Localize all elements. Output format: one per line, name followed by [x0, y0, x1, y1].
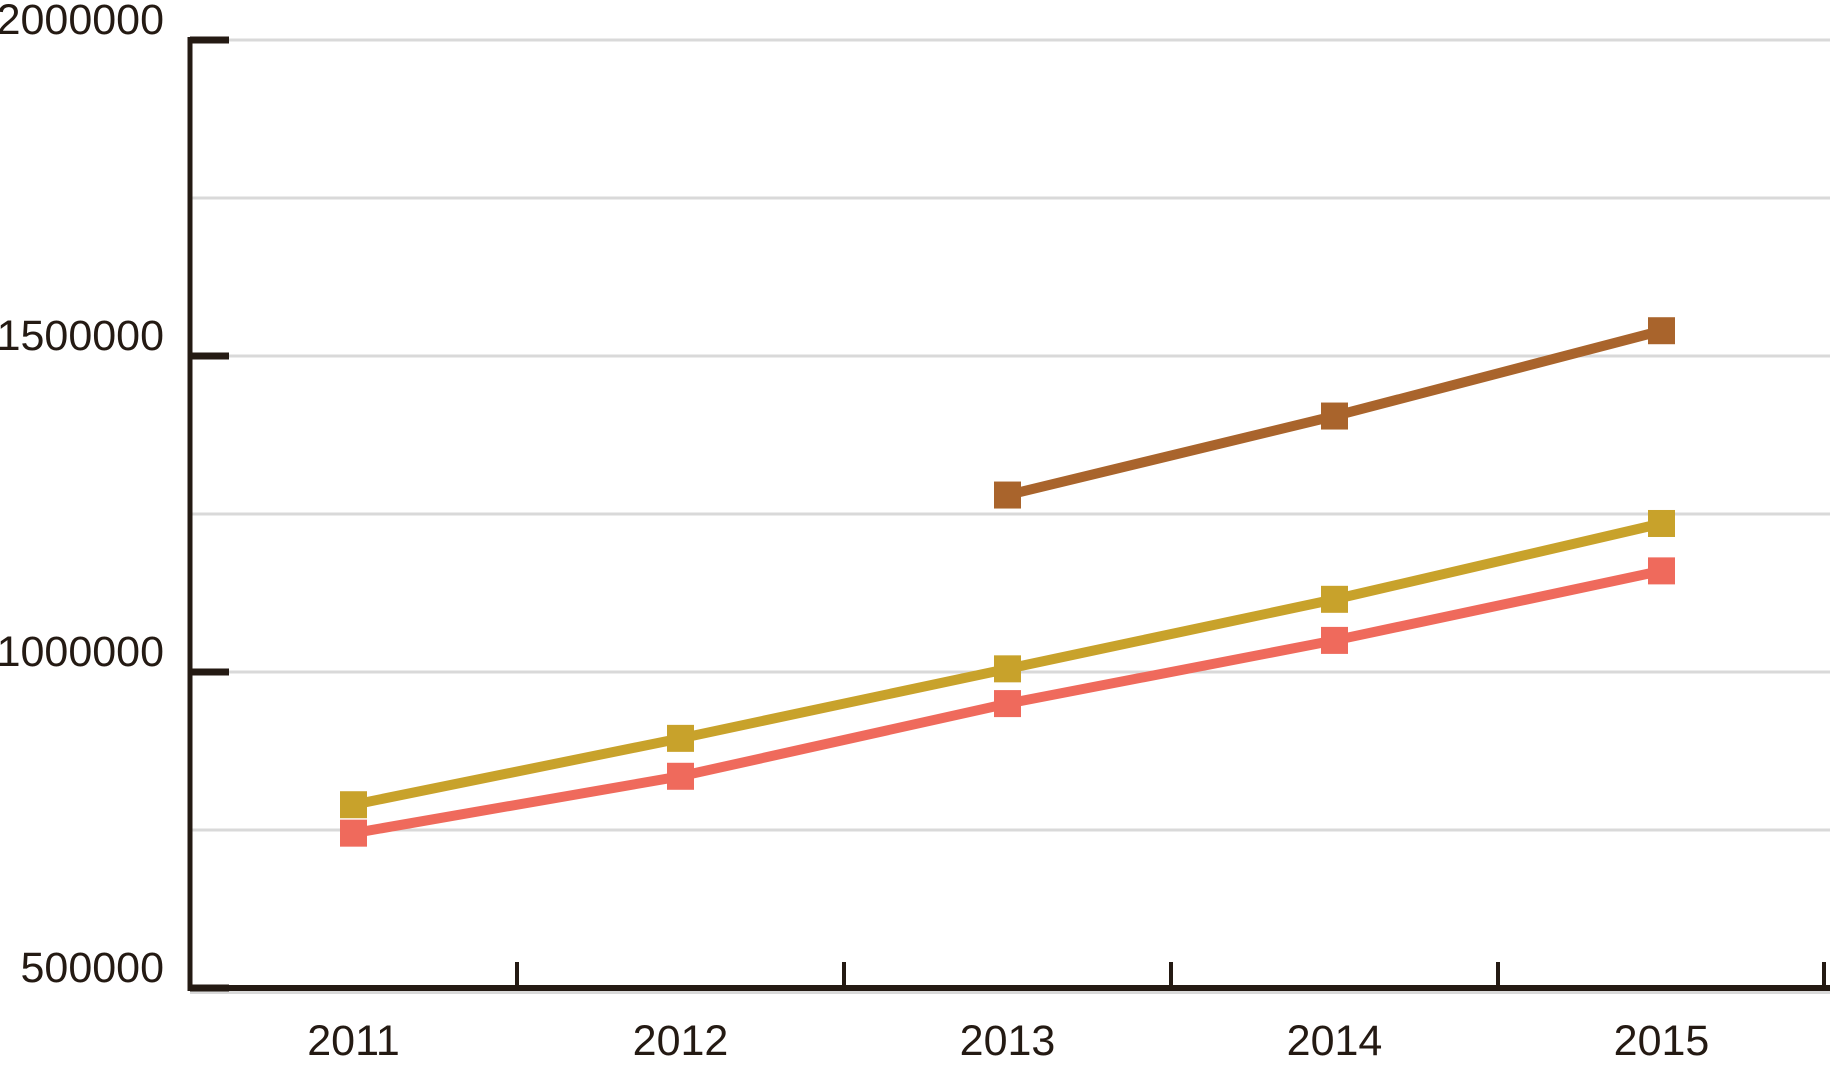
y-axis-tick-label: 1000000 — [0, 628, 164, 676]
y-axis-line — [187, 37, 193, 991]
y-axis-tick-label: 1500000 — [0, 312, 164, 360]
x-axis-tick-label: 2012 — [633, 1017, 729, 1065]
marker-gold-2011 — [340, 791, 367, 819]
marker-coral-2015 — [1648, 557, 1675, 585]
y-axis-tick-label: 500000 — [21, 944, 165, 992]
marker-coral-2011 — [340, 819, 367, 847]
x-axis-line — [187, 985, 1830, 991]
x-axis-tick-label: 2015 — [1614, 1017, 1710, 1065]
x-axis-tick-label: 2011 — [307, 1017, 399, 1065]
x-axis-tick — [842, 962, 846, 988]
marker-coral-2012 — [667, 762, 694, 790]
y-axis-tick — [190, 36, 229, 44]
x-axis-tick — [1822, 962, 1826, 988]
y-axis-tick — [190, 668, 229, 676]
x-axis-tick — [1496, 962, 1500, 988]
marker-coral-2013 — [994, 690, 1021, 718]
marker-brown-2013 — [994, 481, 1021, 509]
x-axis-tick-label: 2014 — [1287, 1017, 1383, 1065]
x-axis-tick — [1169, 962, 1173, 988]
marker-gold-2012 — [667, 724, 694, 752]
y-axis-tick-label: 2000000 — [0, 0, 164, 44]
marker-gold-2015 — [1648, 509, 1675, 537]
y-axis-tick — [190, 352, 229, 360]
x-axis-tick-label: 2013 — [960, 1017, 1056, 1065]
marker-gold-2014 — [1321, 585, 1348, 613]
x-axis-tick — [515, 962, 519, 988]
marker-gold-2013 — [994, 655, 1021, 683]
marker-coral-2014 — [1321, 626, 1348, 654]
marker-brown-2015 — [1648, 317, 1675, 345]
marker-brown-2014 — [1321, 402, 1348, 430]
